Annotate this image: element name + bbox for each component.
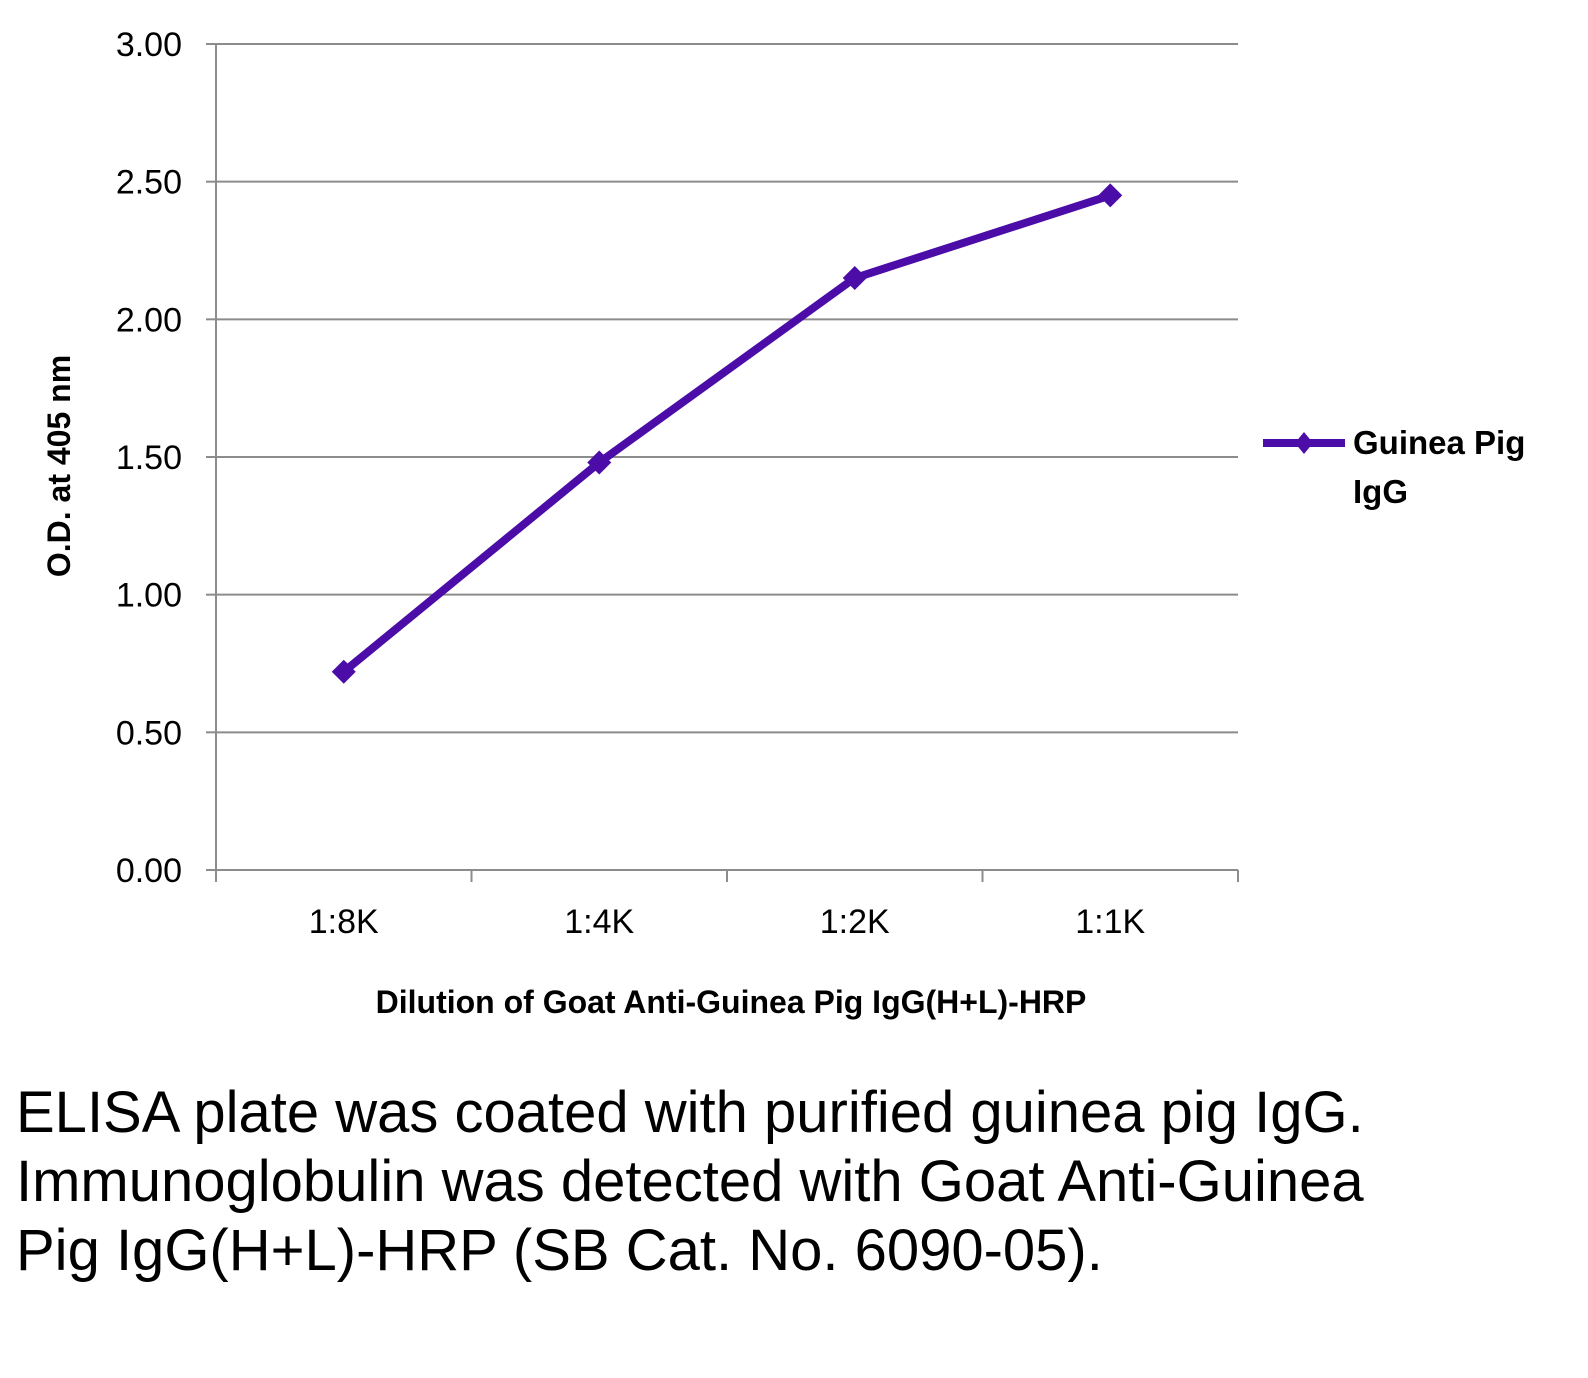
- figure-caption: ELISA plate was coated with purified gui…: [16, 1080, 1364, 1283]
- y-tick-label: 1.50: [116, 439, 182, 477]
- x-tick-label: 1:2K: [820, 903, 890, 941]
- legend-label-line1: Guinea Pig: [1353, 424, 1525, 461]
- data-point: [331, 659, 356, 684]
- series-layer: [331, 183, 1123, 684]
- legend-label-line2: IgG: [1353, 473, 1408, 510]
- y-tick-label: 3.00: [116, 26, 182, 64]
- legend-marker: [1295, 432, 1313, 454]
- data-point: [842, 266, 867, 291]
- x-axis-title: Dilution of Goat Anti-Guinea Pig IgG(H+L…: [376, 984, 1087, 1020]
- x-axis: 1:8K 1:4K 1:2K 1:1K: [215, 44, 1239, 941]
- x-tick-label: 1:1K: [1075, 903, 1145, 941]
- x-tick-label: 1:8K: [309, 903, 379, 941]
- y-tick-label: 1.00: [116, 577, 182, 615]
- line-chart: 0.00 0.50 1.00 1.50 2.00 2.50 3.00 1:8K 1:4K 1:2…: [41, 26, 1525, 1020]
- series-line: [341, 191, 1112, 675]
- y-tick-label: 2.00: [116, 301, 182, 339]
- y-tick-label: 2.50: [116, 164, 182, 202]
- y-tick-label: 0.00: [116, 852, 182, 890]
- data-point: [1098, 183, 1123, 208]
- y-axis-ticks: 0.00 0.50 1.00 1.50 2.00 2.50 3.00: [116, 26, 216, 890]
- y-axis-title: O.D. at 405 nm: [41, 355, 77, 577]
- data-point: [587, 450, 612, 475]
- y-tick-label: 0.50: [116, 714, 182, 752]
- gridlines: [216, 43, 1238, 734]
- legend: Guinea Pig IgG: [1263, 424, 1525, 510]
- x-tick-label: 1:4K: [564, 903, 634, 941]
